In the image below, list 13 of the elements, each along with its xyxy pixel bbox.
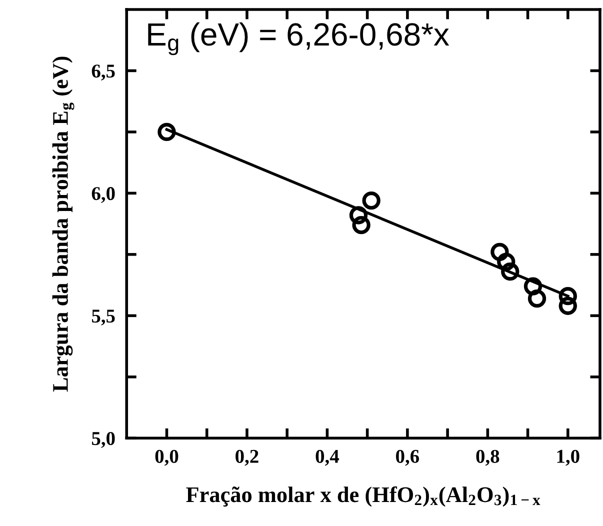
- y-axis-title: Largura da banda proibida E$_{g}$ (eV): [52, 56, 74, 392]
- x-tick-label: 0,6: [396, 450, 420, 466]
- x-tick-label: 0,2: [236, 450, 258, 466]
- x-tick-label: 0,0: [155, 450, 178, 466]
- text: Fração molar x de (HfO$_{2}$)$_{x}$(Al$_{2}$O$_{3}$)$_{1−x}$: [186, 486, 540, 507]
- y-tick-label: 6,0: [92, 187, 115, 203]
- y-tick-label: 5,5: [92, 310, 115, 326]
- x-tick-label: 0,8: [476, 450, 500, 466]
- x-tick-label: 1,0: [557, 450, 580, 466]
- annotation: E$_{g}$ (eV) = 6,26-0,68*x: [148, 22, 450, 56]
- x-tick-label: 0,4: [316, 450, 339, 466]
- y-tick-label: 6,5: [92, 64, 115, 80]
- y-tick-label: 5,0: [92, 432, 115, 448]
